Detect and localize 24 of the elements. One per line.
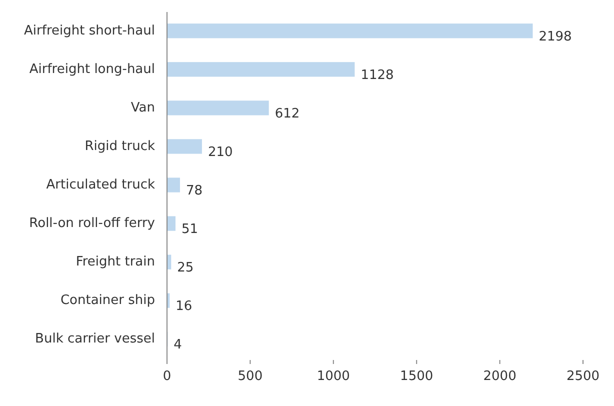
- x-tick-label: 2500: [566, 369, 600, 384]
- data-label: 1128: [360, 68, 394, 83]
- data-label: 78: [186, 184, 203, 199]
- data-label: 4: [174, 338, 182, 353]
- x-tick-label: 2000: [483, 369, 516, 384]
- data-label: 25: [177, 260, 194, 276]
- data-label: 210: [208, 145, 233, 160]
- y-tick-label: Roll-on roll-off ferry: [29, 216, 156, 232]
- data-label: 51: [181, 222, 198, 238]
- data-label: 612: [274, 106, 300, 122]
- y-tick-label: Container ship: [60, 293, 155, 308]
- y-tick-label: Rigid truck: [84, 139, 156, 154]
- y-tick-label: Airfreight short-haul: [24, 23, 155, 38]
- y-tick-label: Van: [130, 100, 155, 116]
- data-label: 16: [176, 299, 192, 314]
- y-tick-label: Airfreight long-haul: [29, 62, 155, 77]
- data-label: 2198: [538, 29, 572, 44]
- y-tick-label: Bulk carrier vessel: [35, 332, 155, 347]
- y-tick-label: Articulated truck: [46, 178, 156, 193]
- x-tick-label: 1500: [400, 369, 434, 384]
- x-tick-label: 0: [162, 369, 172, 384]
- x-tick-label: 500: [238, 369, 263, 384]
- y-tick-label: Freight train: [76, 254, 155, 270]
- x-tick-label: 1000: [316, 369, 350, 384]
